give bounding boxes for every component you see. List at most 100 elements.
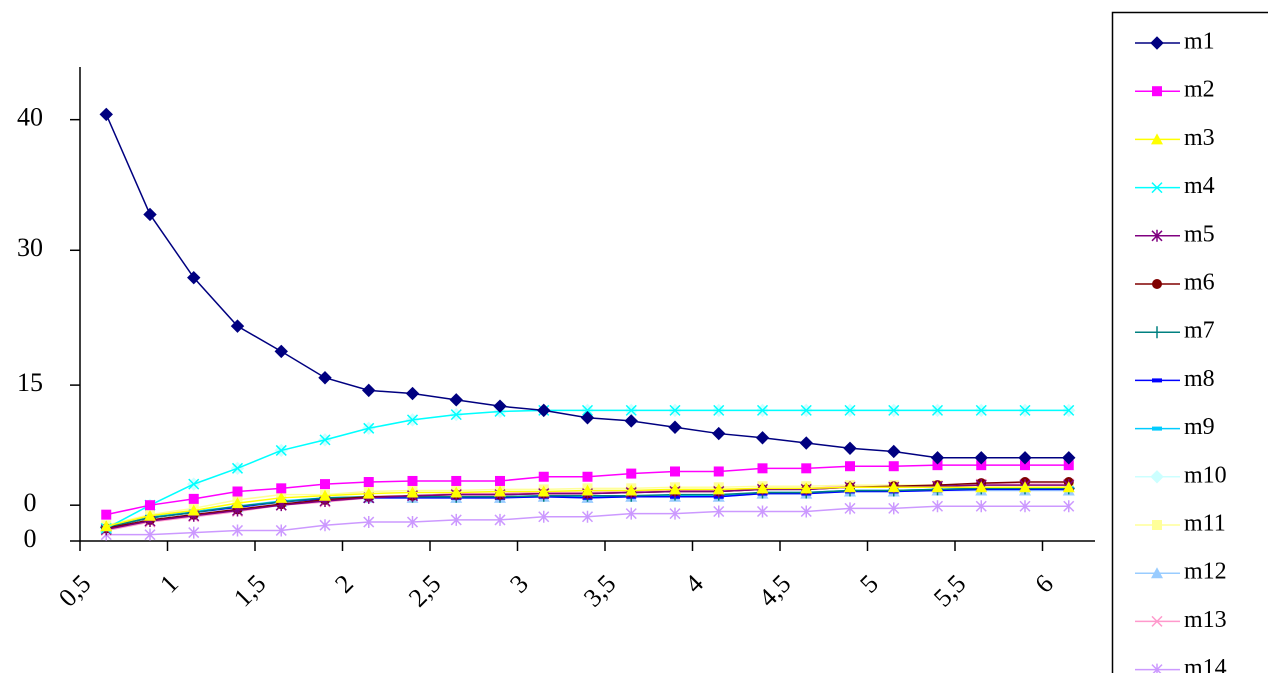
data-point [144,509,156,521]
data-point [976,460,987,471]
data-point [625,507,637,520]
data-point [843,441,857,456]
legend-label: m12 [1184,559,1227,585]
legend-label: m5 [1184,221,1215,247]
legend-label: m4 [1184,173,1215,199]
y-tick-label: 40 [17,103,43,132]
data-point [275,444,287,456]
y-tick-label: 0 [24,524,37,553]
legend-label: m14 [1184,655,1227,673]
data-point [145,500,155,511]
data-point [931,500,944,513]
data-point [231,524,244,537]
legend-label: m3 [1184,125,1215,151]
data-point [450,513,462,526]
legend-marker [1151,133,1163,145]
legend-marker [1151,182,1163,194]
data-point [581,404,594,416]
legend-marker [1150,36,1164,50]
data-point [669,483,681,495]
data-point [188,493,199,504]
data-point [143,207,157,222]
data-point [363,477,374,488]
data-point [362,383,376,398]
data-point [275,524,287,537]
data-point [363,422,375,434]
data-point [580,411,595,425]
data-point [318,371,332,385]
data-point [538,510,550,523]
data-point [1020,460,1030,471]
legend-marker [1150,470,1164,484]
data-point [494,513,506,526]
data-point [932,460,943,471]
data-point [800,505,812,518]
data-point [231,462,244,474]
data-point [581,484,594,496]
legend-label: m2 [1184,77,1215,103]
data-point [319,489,331,501]
data-point [494,485,506,497]
data-point [799,436,813,450]
data-point [930,451,945,465]
data-point [975,500,987,513]
data-point [800,404,812,416]
legend-marker [1151,615,1163,627]
y-tick-label: 0 [24,488,37,517]
data-point [888,502,900,515]
data-point [538,471,549,482]
data-point [800,482,813,494]
y-tick-label: 15 [17,368,43,397]
legend-marker [1152,520,1162,530]
data-point [844,481,856,493]
data-point [974,451,988,465]
data-point [188,478,200,490]
data-point [801,463,812,474]
data-point [975,404,987,416]
data-point [493,399,507,413]
data-point [450,486,463,498]
data-point [1063,460,1074,471]
data-point [713,404,725,416]
y-tick-label: 30 [17,233,43,262]
data-point [232,486,243,497]
data-point [756,404,769,416]
legend-label: m1 [1184,29,1215,55]
legend-label: m11 [1184,511,1226,537]
data-point [407,475,418,486]
data-point [756,505,769,518]
data-point [99,107,113,122]
data-point [450,409,462,421]
data-point [625,404,637,416]
data-point [188,526,200,539]
data-point [625,484,638,496]
data-point [100,520,113,532]
data-point [362,487,375,499]
data-point [626,468,637,479]
data-point [755,431,770,445]
legend: m1 m2 m3 m4 m5 m6 m7 m8 m9 m10 m11 m12 m13 m14 [1135,29,1227,673]
data-point [1019,500,1031,513]
data-point [713,466,724,477]
data-point [451,475,462,486]
data-point [844,502,856,515]
data-point [274,344,288,359]
data-point [1063,404,1075,416]
data-point [757,463,768,474]
data-point [624,414,638,428]
legend-label: m8 [1184,366,1215,392]
data-point [406,486,419,498]
data-point [888,404,900,416]
data-point [405,386,420,401]
data-point [581,510,594,523]
data-point [756,482,769,494]
data-point [887,444,901,459]
data-point [712,483,725,495]
legend-marker [1151,326,1163,339]
legend-label: m10 [1184,462,1227,488]
data-point [537,485,550,497]
data-point [669,507,681,520]
legend-marker [1152,378,1162,383]
